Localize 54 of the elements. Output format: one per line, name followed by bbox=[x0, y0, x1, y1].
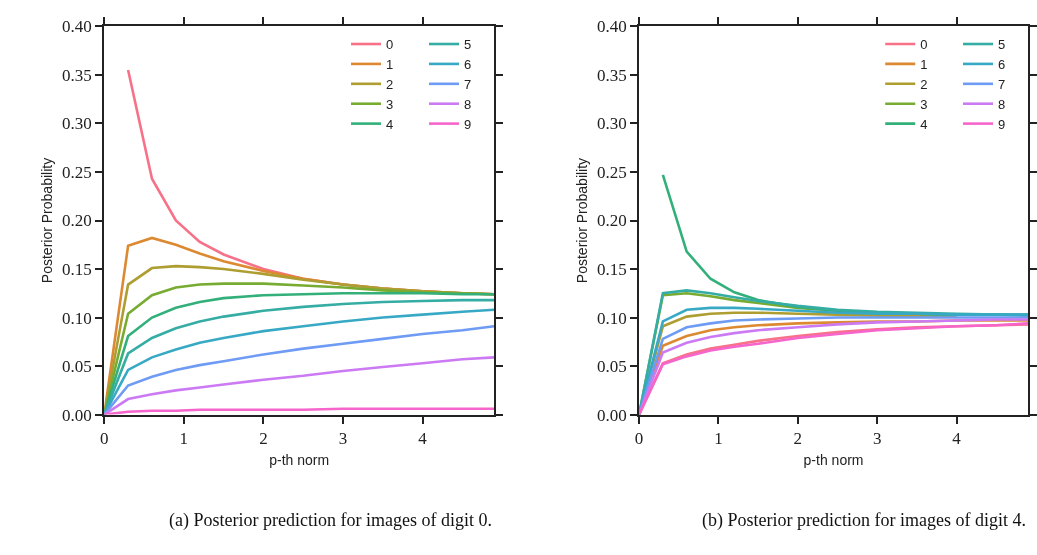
text: (a) Posterior prediction for images of digit 0. bbox=[169, 510, 492, 531]
legend-label: 7 bbox=[463, 76, 472, 92]
y-tick-label: 0.05 bbox=[62, 357, 92, 377]
x-tick-label: 4 bbox=[418, 429, 428, 449]
x-tick-label: 2 bbox=[259, 429, 268, 449]
y-tick-label: 0.00 bbox=[596, 405, 627, 425]
legend-label: 8 bbox=[463, 96, 472, 112]
y-tick-label: 0.00 bbox=[62, 405, 92, 425]
y-tick-label: 0.25 bbox=[596, 162, 627, 182]
x-tick-label: 0 bbox=[99, 429, 109, 449]
legend-label: 7 bbox=[998, 76, 1006, 92]
x-tick-label: 3 bbox=[872, 429, 882, 449]
x-tick-label: 4 bbox=[952, 429, 962, 449]
x-tick-label: 2 bbox=[793, 429, 803, 449]
y-tick-label: 0.10 bbox=[596, 308, 627, 328]
legend-label: 9 bbox=[998, 116, 1006, 132]
legend-label: 6 bbox=[463, 56, 472, 72]
legend-label: 0 bbox=[920, 37, 928, 53]
legend-label: 1 bbox=[920, 56, 928, 72]
legend-label: 8 bbox=[998, 96, 1006, 112]
legend-label: 6 bbox=[998, 56, 1006, 72]
legend-label: 3 bbox=[920, 96, 928, 112]
legend-label: 5 bbox=[463, 37, 472, 53]
legend-label: 1 bbox=[386, 56, 394, 72]
y-tick-label: 0.15 bbox=[596, 259, 627, 279]
x-tick-label: 3 bbox=[338, 429, 348, 449]
y-tick-label: 0.15 bbox=[62, 259, 92, 279]
y-tick-label: 0.25 bbox=[62, 162, 92, 182]
legend-label: 0 bbox=[386, 37, 394, 53]
x-tick-label: 0 bbox=[634, 429, 644, 449]
y-tick-label: 0.35 bbox=[596, 65, 627, 85]
y-tick-label: 0.30 bbox=[596, 114, 627, 134]
legend-label: 2 bbox=[920, 76, 928, 92]
legend-label: 5 bbox=[998, 37, 1006, 53]
x-tick-label: 1 bbox=[714, 429, 723, 449]
y-tick-label: 0.40 bbox=[596, 17, 627, 37]
legend-label: 3 bbox=[386, 96, 394, 112]
y-tick-label: 0.35 bbox=[62, 65, 92, 85]
y-tick-label: 0.20 bbox=[596, 211, 627, 231]
legend-label: 2 bbox=[386, 76, 394, 92]
x-tick-label: 1 bbox=[179, 429, 189, 449]
y-tick-label: 0.30 bbox=[62, 114, 92, 134]
x-axis-title: p-th norm bbox=[269, 451, 330, 468]
x-axis-title: p-th norm bbox=[803, 451, 864, 468]
y-tick-label: 0.10 bbox=[62, 308, 92, 328]
y-axis-title: Posterior Probability bbox=[39, 157, 56, 284]
legend-label: 4 bbox=[920, 116, 928, 132]
y-tick-label: 0.20 bbox=[62, 211, 92, 231]
y-tick-label: 0.40 bbox=[62, 17, 92, 37]
text: (b) Posterior prediction for images of digit 4. bbox=[702, 510, 1026, 531]
legend-label: 4 bbox=[386, 116, 394, 132]
y-tick-label: 0.05 bbox=[596, 357, 627, 377]
legend-label: 9 bbox=[463, 116, 472, 132]
y-axis-title: Posterior Probability bbox=[574, 157, 591, 284]
